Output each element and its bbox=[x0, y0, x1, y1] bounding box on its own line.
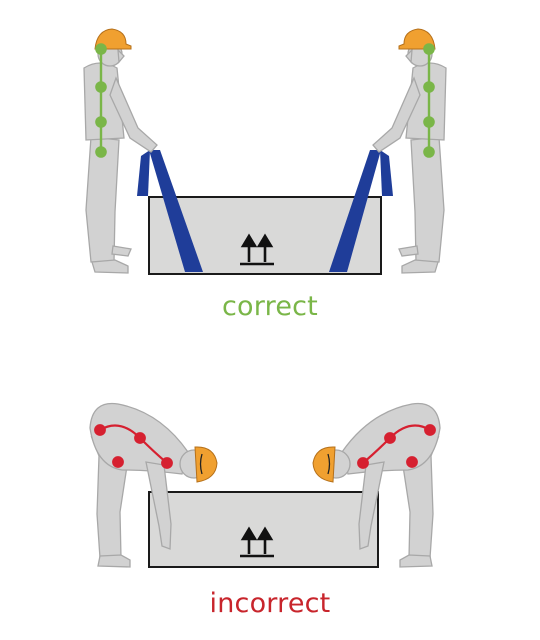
correct-lift-scene bbox=[83, 28, 447, 275]
lifting-strap-right bbox=[329, 150, 381, 272]
hard-hat-icon bbox=[312, 446, 336, 483]
spine-correct-left bbox=[95, 43, 107, 158]
spine-incorrect-right bbox=[357, 424, 436, 469]
spine-incorrect-left bbox=[94, 424, 173, 469]
worker-incorrect-left bbox=[89, 402, 218, 568]
this-way-up-arrows-icon bbox=[240, 233, 274, 266]
hard-hat-icon bbox=[398, 28, 436, 50]
worker-incorrect-right bbox=[312, 402, 441, 568]
spine-correct-right bbox=[423, 43, 435, 158]
incorrect-lift-scene bbox=[89, 402, 441, 568]
this-way-up-arrows-icon bbox=[240, 526, 274, 558]
lifting-strap-left bbox=[149, 150, 203, 272]
hard-hat-icon bbox=[194, 446, 218, 483]
caption-correct: correct bbox=[222, 291, 318, 322]
hard-hat-icon bbox=[94, 28, 132, 50]
worker-correct-right bbox=[372, 41, 447, 274]
caption-incorrect: incorrect bbox=[209, 588, 331, 619]
